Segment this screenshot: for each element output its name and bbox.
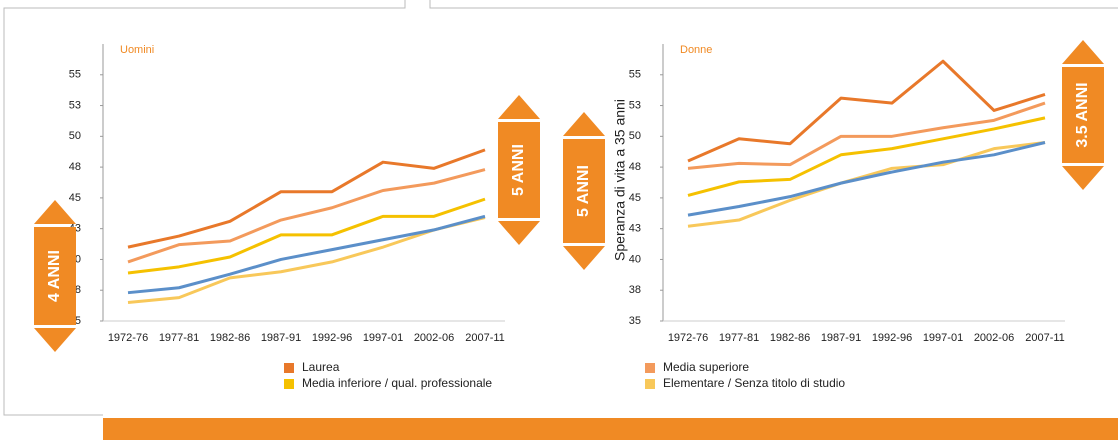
x-tick-label: 2002-06 — [974, 332, 1014, 344]
arrow-body — [1062, 67, 1104, 163]
x-tick-label: 1987-91 — [261, 332, 301, 344]
x-tick-label: 1972-76 — [108, 332, 148, 344]
x-tick-label: 1992-96 — [872, 332, 912, 344]
x-tick-label: 1987-91 — [821, 332, 861, 344]
arrow-head — [34, 200, 76, 224]
frame-line — [429, 0, 1118, 9]
panel-title: Donne — [680, 44, 712, 56]
series-line — [687, 116, 1046, 197]
y-tick-label: 35 — [629, 315, 641, 327]
y-tick-label: 45 — [629, 192, 641, 204]
series-line — [687, 101, 1046, 170]
legend-swatch — [284, 379, 294, 389]
arrow-head — [1062, 166, 1104, 190]
footer-bar — [103, 418, 1118, 440]
annotation: 3.5 ANNI — [1074, 82, 1091, 147]
legend-label: Elementare / Senza titolo di studio — [663, 376, 845, 390]
series-line — [127, 214, 486, 295]
x-tick-label: 1982-86 — [770, 332, 810, 344]
legend-swatch — [645, 363, 655, 373]
annotation: 4 ANNI — [46, 250, 63, 302]
arrow-head — [563, 112, 605, 136]
arrow-body — [34, 227, 76, 325]
series-line — [687, 141, 1046, 217]
y-tick-label: 40 — [629, 253, 641, 265]
legend-label: Laurea — [302, 360, 340, 374]
x-tick-label: 2007-11 — [465, 332, 505, 344]
y-tick-label: 50 — [69, 130, 81, 142]
annotation: 5 ANNI — [510, 144, 527, 196]
legend-label: Media inferiore / qual. professionale — [302, 376, 492, 390]
y-tick-label: 43 — [629, 223, 641, 235]
x-tick-label: 1997-01 — [923, 332, 963, 344]
x-tick-label: 1992-96 — [312, 332, 352, 344]
y-axis-label: Speranza di vita a 35 anni — [612, 99, 628, 261]
frame — [3, 0, 1118, 416]
y-tick-label: 45 — [69, 192, 81, 204]
legend-swatch — [645, 379, 655, 389]
y-tick-label: 53 — [629, 99, 641, 111]
x-tick-label: 1972-76 — [668, 332, 708, 344]
x-tick-label: 2007-11 — [1025, 332, 1065, 344]
series-line — [127, 197, 486, 275]
y-tick-label: 48 — [69, 161, 81, 173]
arrow-body — [498, 122, 540, 218]
annotation: 5 ANNI — [575, 165, 592, 217]
series-line — [127, 148, 486, 249]
x-tick-label: 1977-81 — [159, 332, 199, 344]
y-tick-label: 55 — [69, 69, 81, 81]
series-line — [687, 59, 1046, 163]
frame-line — [3, 0, 406, 416]
arrow-body — [563, 139, 605, 243]
arrow-head — [498, 95, 540, 119]
x-tick-label: 2002-06 — [414, 332, 454, 344]
y-tick-label: 38 — [629, 284, 641, 296]
legend-swatch — [284, 363, 294, 373]
x-tick-label: 1977-81 — [719, 332, 759, 344]
legend-label: Media superiore — [663, 360, 749, 374]
arrow-head — [1062, 40, 1104, 64]
y-tick-label: 53 — [69, 99, 81, 111]
x-tick-label: 1982-86 — [210, 332, 250, 344]
series-line — [687, 140, 1046, 228]
y-tick-label: 50 — [629, 130, 641, 142]
series-line — [127, 168, 486, 264]
x-tick-label: 1997-01 — [363, 332, 403, 344]
arrow-head — [34, 328, 76, 352]
panel-title: Uomini — [120, 44, 154, 56]
arrow-head — [563, 246, 605, 270]
arrow-head — [498, 221, 540, 245]
y-tick-label: 55 — [629, 69, 641, 81]
y-tick-label: 48 — [629, 161, 641, 173]
